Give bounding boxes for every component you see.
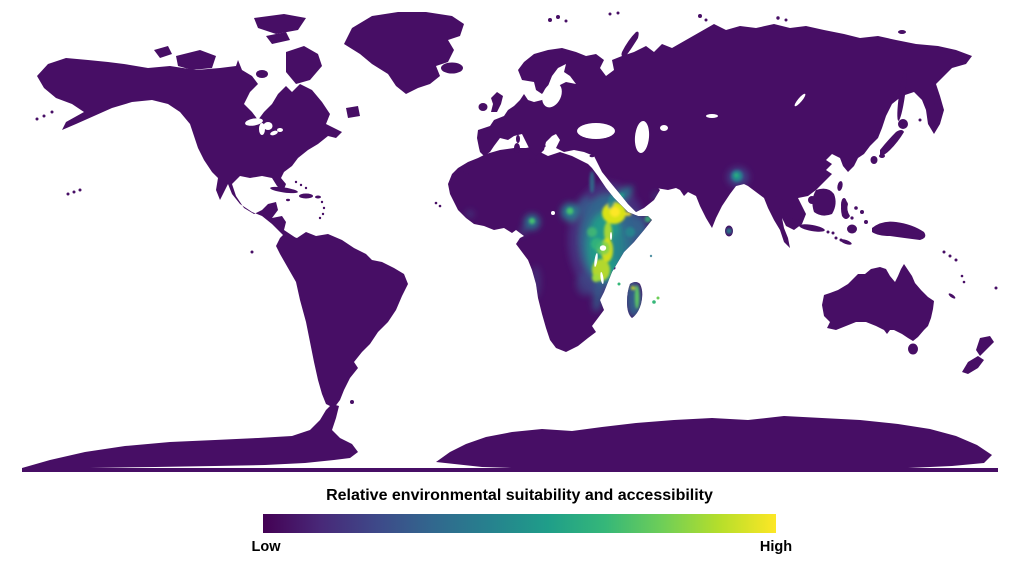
- lake-chad: [551, 211, 555, 215]
- hotspot-oman: [653, 193, 659, 199]
- hotspot-sri-lanka: [726, 228, 732, 234]
- islands: [35, 11, 998, 404]
- lake-turkana: [610, 232, 612, 240]
- landmasses: [22, 11, 998, 472]
- hotspot-uganda: [591, 238, 603, 250]
- landmass-south-america: [276, 232, 408, 408]
- caspian-sea: [634, 121, 650, 153]
- lake-tanganyika: [594, 253, 598, 267]
- baltic-sea: [542, 82, 562, 108]
- great-lakes: [245, 118, 263, 126]
- landmass-greenland: [344, 12, 464, 94]
- hotspot-cores: [529, 170, 743, 309]
- landmass-antarctica: [22, 404, 998, 472]
- lake-balkhash: [706, 114, 718, 118]
- hotspot-mozambique-coast: [592, 280, 604, 312]
- hotspot-madagascar-ridge: [634, 285, 640, 309]
- lake-malawi: [600, 272, 604, 284]
- colorbar-title: Relative environmental suitability and a…: [326, 487, 713, 504]
- lake-baikal: [794, 93, 806, 107]
- colorbar-low-label: Low: [251, 539, 281, 555]
- hotspot-horn: [644, 215, 652, 223]
- black-sea: [577, 123, 615, 139]
- colorbar-high-label: High: [759, 539, 793, 555]
- inland-water: [245, 82, 806, 284]
- landmass-north-america: [37, 58, 342, 240]
- landmass-australia: [822, 264, 934, 341]
- hotspot-zambia: [576, 272, 596, 296]
- hotspot-sudan: [578, 197, 592, 215]
- lake-victoria: [599, 245, 607, 251]
- aral-sea: [660, 125, 668, 131]
- hotspot-djibouti: [624, 212, 632, 216]
- world-map: [22, 11, 998, 472]
- hotspot-nile: [589, 171, 595, 193]
- colored-island-specks: [617, 254, 660, 304]
- colorbar: [263, 514, 776, 533]
